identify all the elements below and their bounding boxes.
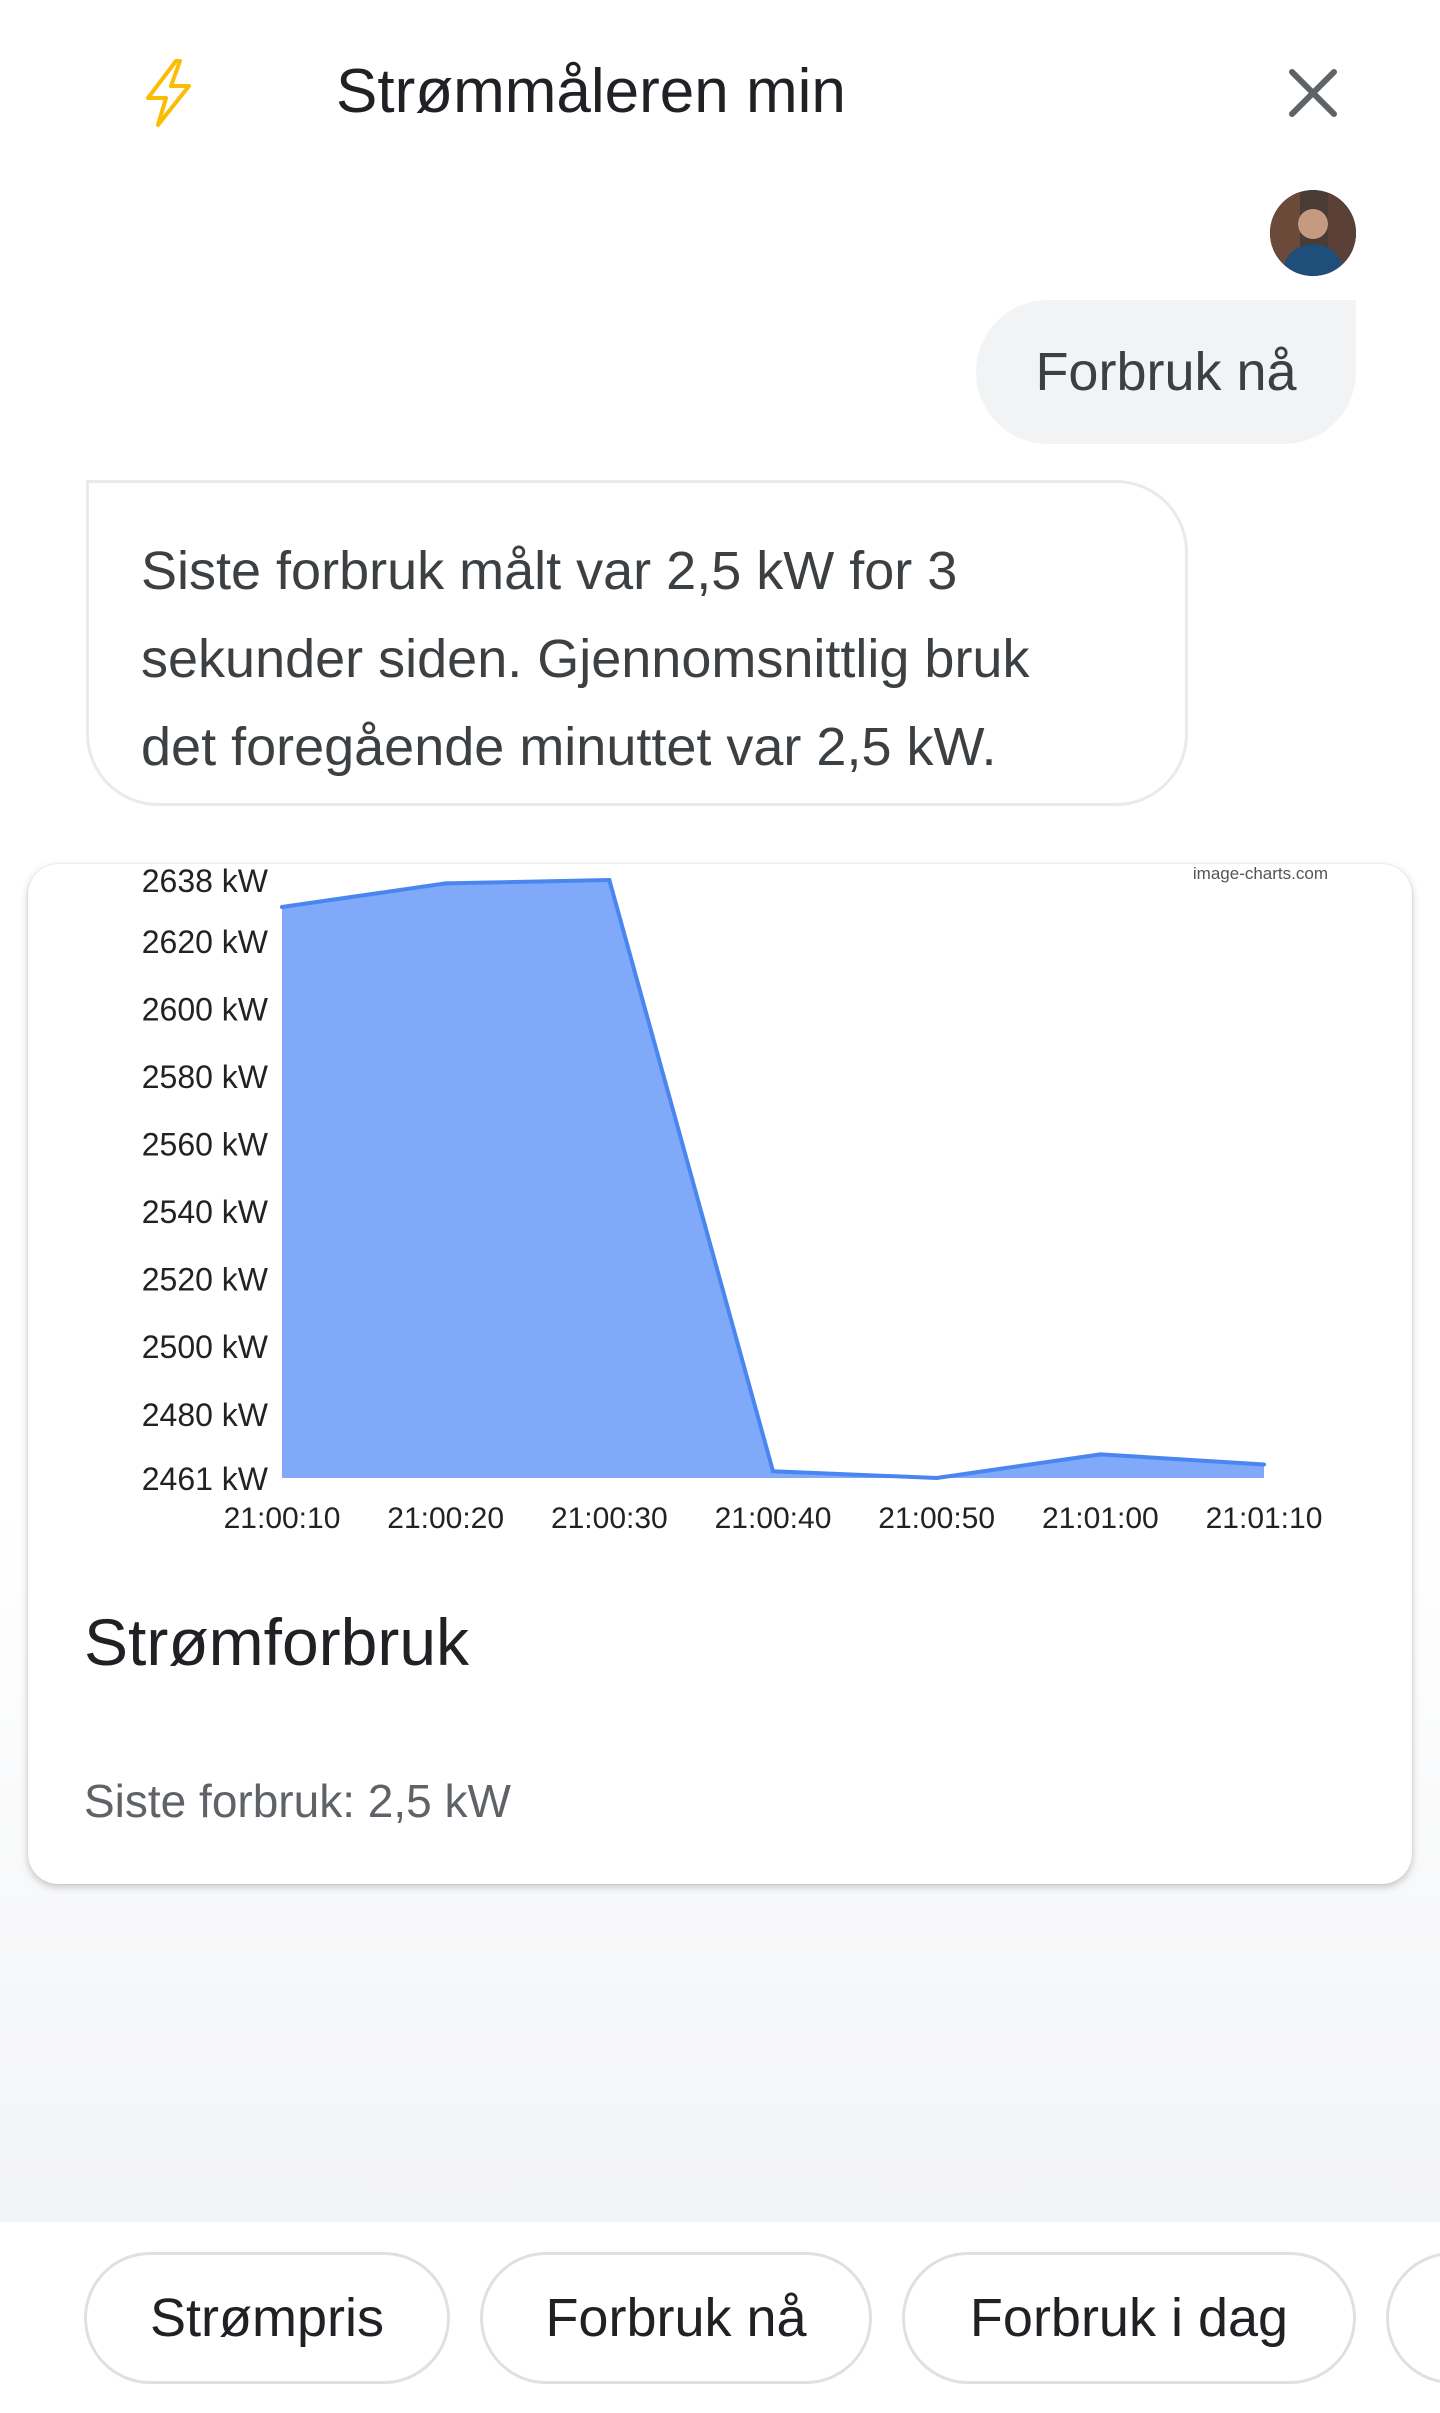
assistant-message-line: sekunder siden. Gjennomsnittlig bruk	[141, 629, 1030, 689]
x-tick-label: 21:01:00	[1042, 1502, 1159, 1535]
consumption-area	[282, 880, 1264, 1478]
consumption-card[interactable]: image-charts.com 2638 kW 2620 kW 2600 kW 25…	[28, 864, 1412, 1884]
x-tick-label: 21:00:50	[878, 1502, 995, 1535]
y-tick-label: 2500 kW	[142, 1329, 269, 1365]
data-point	[1098, 1452, 1103, 1457]
chip-forbruk-i-dag[interactable]: Forbruk i dag	[902, 2252, 1356, 2384]
y-tick-label: 2560 kW	[142, 1127, 269, 1163]
user-photo	[1270, 190, 1356, 276]
y-tick-label: 2620 kW	[142, 924, 269, 960]
data-point	[280, 905, 284, 910]
chart-watermark: image-charts.com	[1193, 864, 1328, 883]
y-tick-label: 2461 kW	[142, 1461, 269, 1497]
app-title: Strømmåleren min	[336, 57, 846, 126]
y-tick-label: 2520 kW	[142, 1262, 269, 1298]
user-message-bubble: Forbruk nå	[976, 300, 1356, 444]
chip-more[interactable]	[1386, 2252, 1440, 2384]
x-tick-label: 21:01:10	[1206, 1502, 1323, 1535]
y-tick-label: 2480 kW	[142, 1397, 269, 1433]
x-tick-label: 21:00:30	[551, 1502, 668, 1535]
card-subtitle: Siste forbruk: 2,5 kW	[84, 1775, 511, 1827]
data-point	[443, 881, 448, 886]
y-tick-label: 2600 kW	[142, 991, 269, 1027]
data-point	[771, 1469, 775, 1474]
lightning-bolt-icon	[146, 59, 191, 127]
y-tick-label: 2540 kW	[142, 1194, 269, 1230]
card-title: Strømforbruk	[84, 1605, 470, 1679]
y-tick-label: 2638 kW	[142, 864, 269, 899]
user-avatar	[1270, 190, 1356, 276]
x-tick-label: 21:00:40	[715, 1502, 832, 1535]
x-tick-label: 21:00:20	[387, 1502, 504, 1535]
y-tick-label: 2580 kW	[142, 1059, 269, 1095]
x-tick-label: 21:00:10	[224, 1502, 341, 1535]
assistant-message-line: Siste forbruk målt var 2,5 kW for 3	[141, 541, 958, 601]
suggestion-chips: Strømpris Forbruk nå Forbruk i dag	[0, 2222, 1440, 2413]
assistant-message-line: det foregående minuttet var 2,5 kW.	[141, 717, 997, 777]
consumption-chart: image-charts.com 2638 kW 2620 kW 2600 kW 25…	[142, 864, 1328, 1535]
assistant-message-bubble: Siste forbruk målt var 2,5 kW for 3 seku…	[86, 480, 1188, 806]
app-header: Strømmåleren min	[0, 0, 1440, 190]
chip-forbruk-na[interactable]: Forbruk nå	[480, 2252, 872, 2384]
data-point	[934, 1476, 939, 1480]
chip-strompris[interactable]: Strømpris	[84, 2252, 450, 2384]
close-icon[interactable]	[1278, 58, 1348, 128]
data-point	[607, 878, 612, 882]
data-point	[1262, 1462, 1266, 1467]
